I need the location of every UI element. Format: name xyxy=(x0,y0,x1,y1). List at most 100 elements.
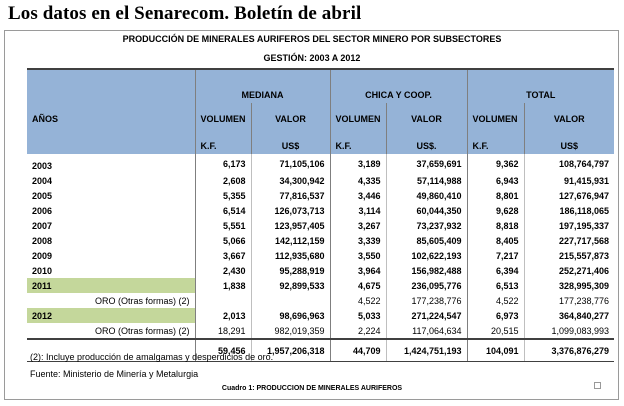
total-m-val: 1,957,206,318 xyxy=(250,338,330,362)
table-row: 2009 3,667 112,935,680 3,550 102,622,193 7,21… xyxy=(27,248,615,263)
header-blank xyxy=(27,135,195,154)
cell-t-val: 127,676,947 xyxy=(523,188,615,203)
cell-c-val: 271,224,547 xyxy=(385,308,467,323)
cell-t-val: 1,099,083,993 xyxy=(523,323,615,339)
cell-m-val: 98,696,963 xyxy=(250,308,330,323)
cell-t-vol: 6,513 xyxy=(466,278,524,293)
table-row: 2012 2,013 98,696,963 5,033 271,224,547 6,973… xyxy=(27,308,615,323)
table-row: 2008 5,066 142,112,159 3,339 85,605,409 8,405… xyxy=(27,233,615,248)
cell-t-val: 215,557,873 xyxy=(523,248,615,263)
cell-m-vol: 5,355 xyxy=(194,188,251,203)
source-note: Fuente: Ministerio de Minería y Metalurg… xyxy=(30,369,199,379)
cell-m-vol: 5,066 xyxy=(194,233,251,248)
row-year: 2003 xyxy=(32,160,53,171)
table-row: 2005 5,355 77,816,537 3,446 49,860,410 8,801 1… xyxy=(27,188,615,203)
header-chica: CHICA Y COOP. xyxy=(329,68,467,103)
table-row: ORO (Otras formas) (2) 4,522 177,238,776 4,… xyxy=(27,293,615,308)
cell-t-val: 252,271,406 xyxy=(523,263,615,278)
cell-m-vol: 6,173 xyxy=(194,154,251,173)
cell-m-val: 95,288,919 xyxy=(250,263,330,278)
production-table: MEDIANA CHICA Y COOP. TOTAL AÑOS VOLUMEN… xyxy=(27,68,615,362)
header-row-groups: MEDIANA CHICA Y COOP. TOTAL xyxy=(27,68,615,103)
cell-m-val xyxy=(250,293,330,308)
totals-row: 59,456 1,957,206,318 44,709 1,424,751,193 10… xyxy=(27,338,615,362)
header-total: TOTAL xyxy=(466,68,615,103)
row-label-oro: ORO (Otras formas) (2) xyxy=(94,325,190,336)
cell-t-vol: 6,973 xyxy=(466,308,524,323)
cell-c-vol: 3,267 xyxy=(329,218,386,233)
table-subtitle: GESTIÓN: 2003 A 2012 xyxy=(263,53,361,63)
cell-m-vol: 18,291 xyxy=(194,323,251,339)
cell-m-vol: 6,514 xyxy=(194,203,251,218)
row-year: 2009 xyxy=(32,250,53,261)
cell-t-val: 197,195,337 xyxy=(523,218,615,233)
cell-m-val: 126,073,713 xyxy=(250,203,330,218)
header-volumen: VOLUMEN xyxy=(329,103,386,135)
cell-c-vol: 3,550 xyxy=(329,248,386,263)
cell-c-val: 60,044,350 xyxy=(385,203,467,218)
header-kf: K.F. xyxy=(466,135,524,154)
table-row: 2010 2,430 95,288,919 3,964 156,982,488 6,394… xyxy=(27,263,615,278)
cell-m-val: 77,816,537 xyxy=(250,188,330,203)
cell-t-val: 364,840,277 xyxy=(523,308,615,323)
cell-c-val: 85,605,409 xyxy=(385,233,467,248)
table-row: 2011 1,838 92,899,533 4,675 236,095,776 6,513… xyxy=(27,278,615,293)
row-year: 2012 xyxy=(27,308,195,323)
cell-c-vol: 4,675 xyxy=(329,278,386,293)
table-row: 2007 5,551 123,957,405 3,267 73,237,932 8,818… xyxy=(27,218,615,233)
figure-caption: Cuadro 1: PRODUCCION DE MINERALES AURIFE… xyxy=(221,385,403,392)
total-c-vol: 44,709 xyxy=(329,338,386,362)
cell-t-val: 177,238,776 xyxy=(523,293,615,308)
footnote: (2): Incluye producción de amalgamas y d… xyxy=(30,352,274,362)
header-usd: US$ xyxy=(250,135,330,154)
header-row-units: K.F. US$ K.F. US$. K.F. US$ xyxy=(27,135,615,154)
cell-m-val: 982,019,359 xyxy=(250,323,330,339)
resize-handle xyxy=(594,382,601,389)
cell-c-vol: 3,339 xyxy=(329,233,386,248)
cell-c-val: 117,064,634 xyxy=(385,323,467,339)
row-year: 2010 xyxy=(32,265,53,276)
header-volumen: VOLUMEN xyxy=(466,103,524,135)
cell-m-val: 142,112,159 xyxy=(250,233,330,248)
cell-t-val: 108,764,797 xyxy=(523,154,615,173)
cell-t-val: 227,717,568 xyxy=(523,233,615,248)
cell-m-vol: 3,667 xyxy=(194,248,251,263)
cell-t-vol: 20,515 xyxy=(466,323,524,339)
header-volumen: VOLUMEN xyxy=(194,103,251,135)
table-row: 2003 6,173 71,105,106 3,189 37,659,691 9,362 1… xyxy=(27,154,615,173)
table-title: PRODUCCIÓN DE MINERALES AURIFEROS DEL SE… xyxy=(122,34,502,44)
table-row: 2006 6,514 126,073,713 3,114 60,044,350 9,628… xyxy=(27,203,615,218)
header-row-vol-valor: AÑOS VOLUMEN VALOR VOLUMEN VALOR VOLUMEN… xyxy=(27,103,615,135)
cell-m-vol: 2,430 xyxy=(194,263,251,278)
cell-m-vol: 2,013 xyxy=(194,308,251,323)
cell-t-vol: 8,801 xyxy=(466,188,524,203)
cell-t-val: 328,995,309 xyxy=(523,278,615,293)
row-year: 2005 xyxy=(32,190,53,201)
cell-c-vol: 3,114 xyxy=(329,203,386,218)
total-t-vol: 104,091 xyxy=(466,338,524,362)
row-year: 2006 xyxy=(32,205,53,216)
cell-m-val: 112,935,680 xyxy=(250,248,330,263)
cell-t-vol: 9,628 xyxy=(466,203,524,218)
row-year: 2007 xyxy=(32,220,53,231)
header-valor: VALOR xyxy=(385,103,467,135)
header-valor: VALOR xyxy=(523,103,615,135)
cell-t-val: 91,415,931 xyxy=(523,173,615,188)
header-kf: K.F. xyxy=(329,135,386,154)
cell-c-vol: 2,224 xyxy=(329,323,386,339)
page-headline: Los datos en el Senarecom. Boletín de ab… xyxy=(8,3,362,24)
cell-m-val: 123,957,405 xyxy=(250,218,330,233)
header-usd: US$. xyxy=(385,135,467,154)
cell-m-val: 71,105,106 xyxy=(250,154,330,173)
cell-t-vol: 7,217 xyxy=(466,248,524,263)
cell-c-vol: 4,335 xyxy=(329,173,386,188)
cell-c-val: 177,238,776 xyxy=(385,293,467,308)
total-c-val: 1,424,751,193 xyxy=(385,338,467,362)
cell-t-val: 186,118,065 xyxy=(523,203,615,218)
cell-c-val: 156,982,488 xyxy=(385,263,467,278)
cell-m-vol: 2,608 xyxy=(194,173,251,188)
cell-m-val: 34,300,942 xyxy=(250,173,330,188)
total-m-vol: 59,456 xyxy=(194,338,251,362)
table-row: ORO (Otras formas) (2) 18,291 982,019,359 2… xyxy=(27,323,615,339)
cell-m-vol: 5,551 xyxy=(194,218,251,233)
